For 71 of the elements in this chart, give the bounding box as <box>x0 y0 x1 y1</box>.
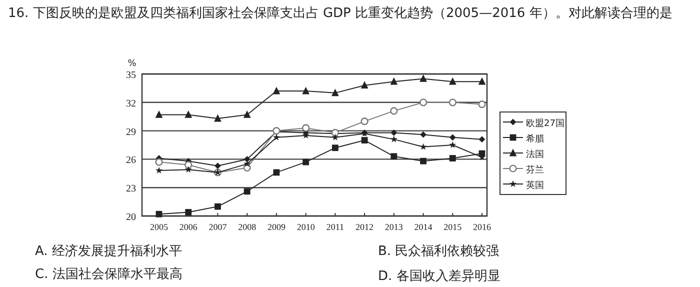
point <box>420 143 427 150</box>
point <box>361 137 368 144</box>
point <box>360 81 368 89</box>
x-tick-label: 2016 <box>473 222 492 232</box>
x-tick-label: 2006 <box>179 222 198 232</box>
point <box>332 144 338 152</box>
point <box>449 134 456 141</box>
x-tick-label: 2005 <box>150 222 168 232</box>
y-tick-label: 35 <box>126 70 136 81</box>
point <box>390 153 398 160</box>
point <box>478 100 486 108</box>
x-tick-label: 2014 <box>414 222 433 232</box>
point <box>184 161 192 169</box>
point <box>449 155 456 162</box>
x-tick-label: 2008 <box>238 222 257 232</box>
text: B. 民众福利依赖较强 <box>378 244 500 259</box>
y-tick-label: 29 <box>126 126 136 138</box>
x-tick-label: 2009 <box>267 222 286 232</box>
point <box>478 136 486 143</box>
legend-label: 芬兰 <box>526 164 544 176</box>
point <box>448 98 456 106</box>
y-tick-label: 26 <box>126 155 136 166</box>
y-axis-title: % <box>128 59 137 69</box>
point <box>360 118 368 126</box>
point <box>420 158 426 164</box>
point <box>214 203 221 210</box>
point <box>272 134 280 140</box>
point <box>332 134 339 140</box>
point <box>185 209 192 216</box>
point <box>302 86 310 94</box>
point <box>184 166 192 173</box>
x-tick-label: 2007 <box>208 222 228 232</box>
x-tick-label: 2011 <box>326 222 344 232</box>
legend-label: 希腊 <box>526 134 544 144</box>
point <box>155 110 163 118</box>
point <box>478 77 486 85</box>
point <box>302 158 310 166</box>
y-tick-label: 23 <box>126 184 136 195</box>
x-tick-label: 2010 <box>296 222 316 232</box>
point <box>390 129 398 136</box>
x-tick-label: 2015 <box>444 222 462 232</box>
text: A. 经济发展提升福利水平 <box>35 244 182 259</box>
legend-label: 欧盟27国 <box>526 118 564 129</box>
y-tick-label: 20 <box>126 212 136 223</box>
point <box>331 88 339 96</box>
point <box>419 98 428 106</box>
point <box>420 74 427 82</box>
point <box>155 166 163 174</box>
point <box>302 124 310 132</box>
legend-label: 法国 <box>526 149 544 160</box>
point <box>214 114 222 122</box>
point <box>449 141 456 148</box>
y-tick-label: 32 <box>126 98 136 110</box>
point <box>155 158 163 166</box>
x-tick-label: 2012 <box>356 222 374 232</box>
x-tick-label: 2013 <box>384 222 404 232</box>
chart-title: 16. 下图反映的是欧盟及四类福利国家社会保障支出占 GDP 比重变化趋势（2005—2016 年）。对此解读合理的是 <box>8 5 674 23</box>
point <box>448 77 456 85</box>
point <box>244 188 250 195</box>
point <box>420 131 426 138</box>
point <box>272 86 280 94</box>
point <box>156 210 162 218</box>
legend-label: 英国 <box>526 180 544 191</box>
point <box>184 110 192 118</box>
point <box>390 107 398 115</box>
text: D. 各国收入差异明显 <box>378 269 500 284</box>
point <box>390 136 398 142</box>
text: C. 法国社会保障水平最高 <box>35 266 182 282</box>
point <box>243 110 251 118</box>
point <box>214 162 221 170</box>
point <box>390 77 398 85</box>
